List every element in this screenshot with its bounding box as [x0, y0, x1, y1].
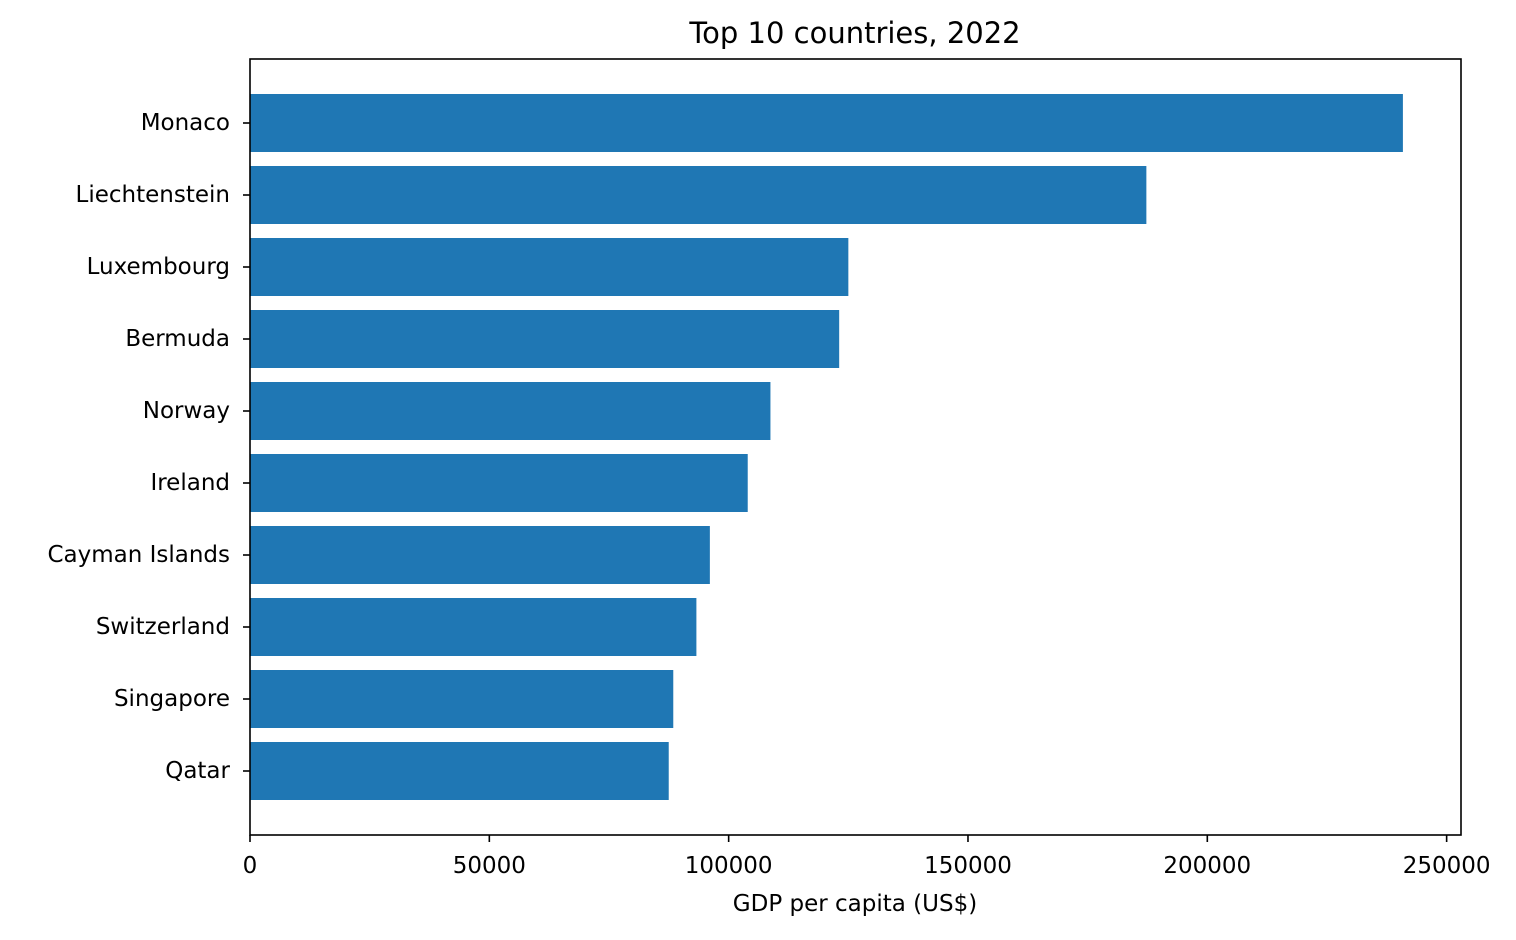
y-axis-ticks: Monaco Liechtenstein Luxembourg Bermuda Norw… [47, 110, 250, 784]
bar-monaco [250, 94, 1403, 152]
bar-singapore [250, 670, 674, 728]
y-tick-label-luxembourg: Luxembourg [87, 254, 230, 280]
bars [250, 94, 1403, 800]
x-tick-label: 200000 [1163, 853, 1251, 879]
bar-luxembourg [250, 238, 849, 296]
y-tick-label-monaco: Monaco [141, 110, 230, 136]
bar-qatar [250, 742, 669, 800]
y-tick-label-liechtenstein: Liechtenstein [76, 182, 230, 208]
y-tick-label-bermuda: Bermuda [125, 326, 230, 352]
y-tick-label-singapore: Singapore [114, 686, 230, 712]
y-tick-label-switzerland: Switzerland [96, 614, 230, 640]
x-tick-label: 100000 [685, 853, 773, 879]
plot-frame [249, 58, 1462, 836]
y-tick-label-norway: Norway [143, 398, 230, 424]
bar-cayman-islands [250, 526, 710, 584]
chart-title: Top 10 countries, 2022 [688, 16, 1020, 50]
x-tick-label: 150000 [924, 853, 1012, 879]
x-tick-label: 250000 [1403, 853, 1491, 879]
bar-bermuda [250, 310, 840, 368]
bar-ireland [250, 454, 748, 512]
bar-norway [250, 382, 771, 440]
x-tick-label: 0 [243, 853, 258, 879]
x-tick-label: 50000 [453, 853, 526, 879]
bar-liechtenstein [250, 166, 1147, 224]
y-tick-label-qatar: Qatar [165, 758, 230, 784]
x-axis-label: GDP per capita (US$) [733, 891, 977, 917]
y-tick-label-ireland: Ireland [150, 470, 230, 496]
x-axis-ticks: 0 50000 100000 150000 200000 250000 [243, 835, 1491, 879]
y-tick-label-cayman-islands: Cayman Islands [47, 542, 230, 568]
bar-switzerland [250, 598, 697, 656]
